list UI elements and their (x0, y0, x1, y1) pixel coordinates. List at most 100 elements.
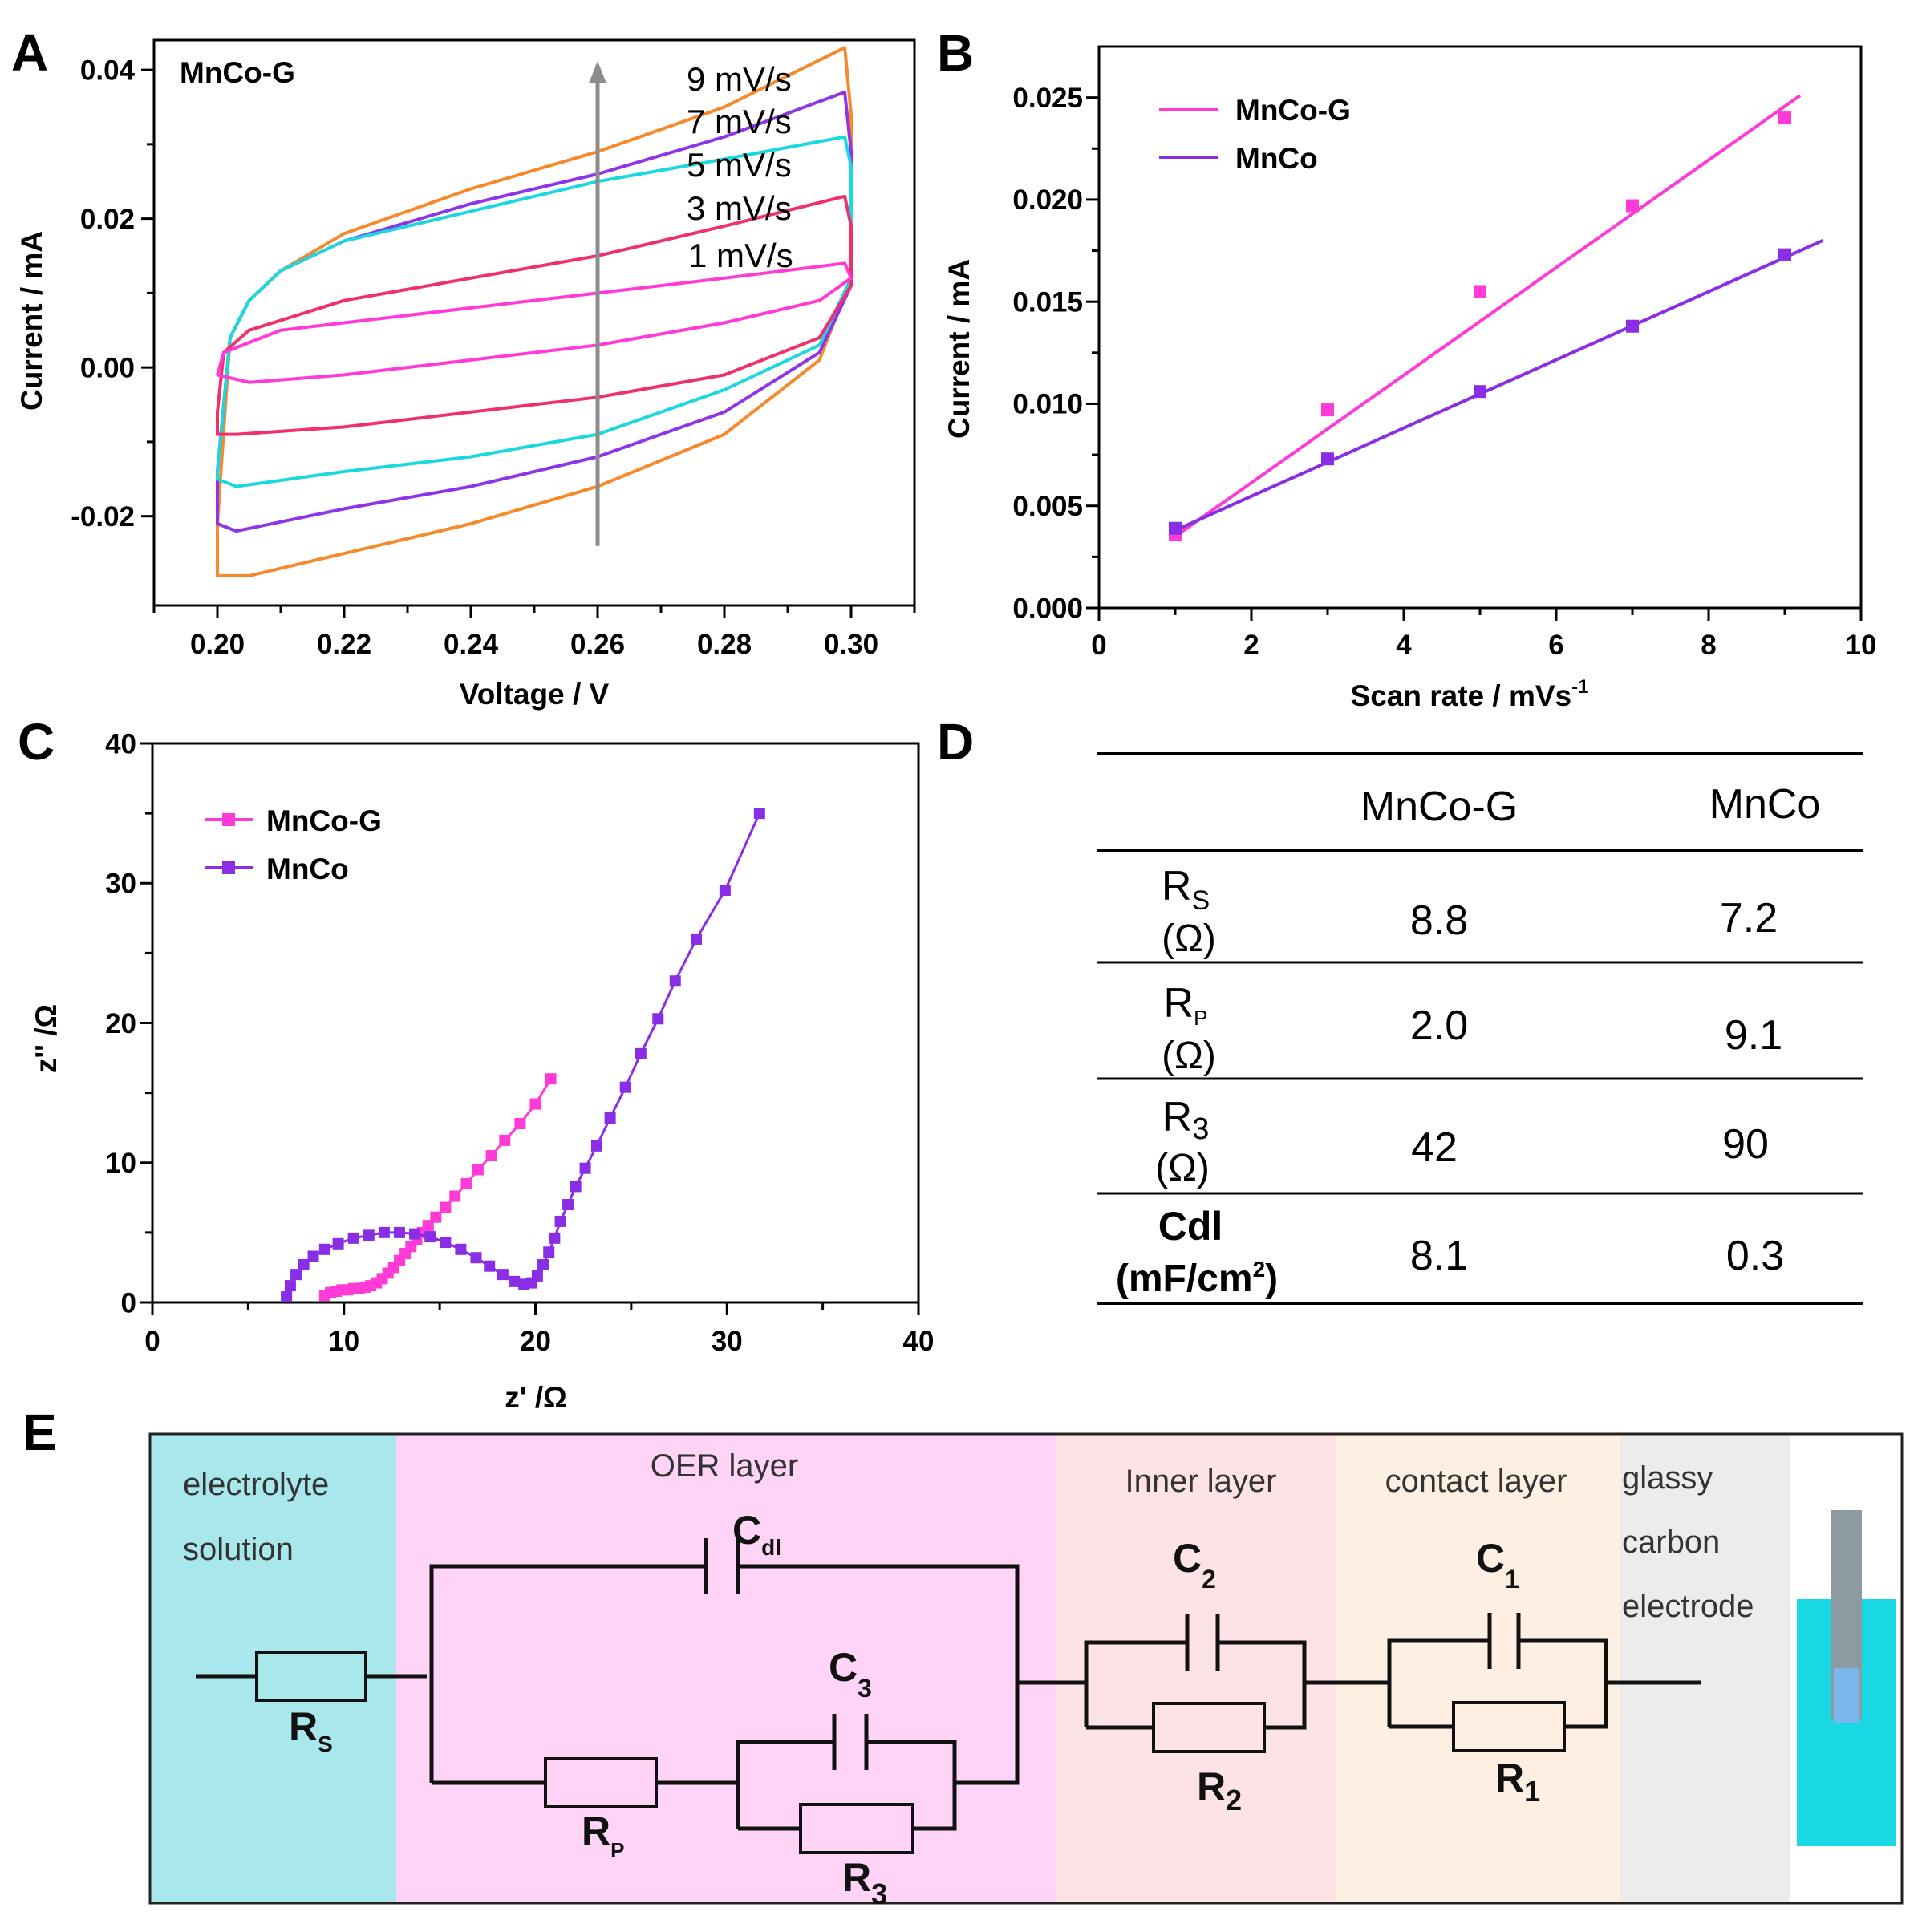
eis-point-1-35 (691, 933, 703, 945)
eis-point-1-18 (509, 1275, 521, 1287)
resistor-rs (255, 1651, 367, 1702)
x-tick-label: 0.20 (190, 629, 245, 660)
data-point-0-1 (1321, 403, 1334, 417)
scan-rate-labels: 9 mV/s 7 mV/s 5 mV/s 3 mV/s 1 mV/s (687, 60, 793, 274)
eis-point-1-3 (298, 1258, 310, 1270)
wire (1084, 1640, 1187, 1727)
eis-point-1-9 (378, 1226, 390, 1238)
region-label-glassy-2: carbon (1622, 1525, 1720, 1560)
wire (866, 1740, 957, 1831)
x-tick-label: 8 (1701, 630, 1716, 661)
legend-label-mnco: MnCo (266, 853, 349, 885)
rate-label-3: 3 mV/s (687, 189, 792, 227)
data-point-0-3 (1626, 199, 1639, 213)
eis-point-1-1 (284, 1280, 296, 1292)
eis-data (281, 808, 765, 1303)
panel-label-a: A (11, 24, 48, 82)
eis-chart: 0 10 20 30 40 0 10 20 30 40 MnCo-G MnCo z' /Ω z''… (30, 728, 934, 1414)
x-tick-label: 0.22 (317, 629, 371, 660)
cv-x-axis-label: Voltage / V (460, 678, 610, 711)
fit-line-1 (1174, 238, 1824, 533)
x-tick-label: 20 (520, 1326, 551, 1357)
rate-label-1: 1 mV/s (688, 237, 793, 274)
eis-x-axis-label: z' /Ω (505, 1381, 567, 1414)
cdl-legend: MnCo-G MnCo (1159, 94, 1351, 175)
cdl-data (1169, 94, 1824, 541)
eis-line-0 (324, 1078, 552, 1297)
eis-point-1-23 (543, 1246, 555, 1258)
eis-point-1-32 (635, 1047, 647, 1059)
eis-point-1-21 (531, 1270, 543, 1282)
eis-point-1-30 (604, 1112, 616, 1124)
x-tick-label: 4 (1396, 630, 1412, 661)
table-cell-rs-mnco: 7.2 (1720, 895, 1778, 942)
eis-point-1-6 (332, 1237, 344, 1250)
x-tick-label: 2 (1243, 630, 1259, 661)
y-tick-label: 0 (121, 1287, 136, 1318)
data-point-1-0 (1169, 521, 1182, 535)
legend-marker-mnco-g (222, 813, 235, 826)
table-param-rp: RP (1164, 980, 1208, 1030)
eis-point-1-5 (318, 1243, 330, 1255)
eis-point-1-14 (455, 1243, 467, 1255)
eis-point-1-2 (290, 1269, 302, 1281)
electrode-tip (1834, 1668, 1859, 1723)
region-label-inner: Inner layer (1125, 1464, 1277, 1499)
x-tick-label: 10 (328, 1326, 359, 1357)
table-cell-rp-mnco-g: 2.0 (1410, 1002, 1468, 1049)
resistor-r3 (799, 1803, 914, 1854)
panel-label-c: C (18, 713, 55, 771)
eis-point-0-21 (449, 1190, 461, 1202)
label-cdl: Cdl (732, 1508, 781, 1560)
eis-point-0-24 (485, 1150, 497, 1162)
table-cell-cdl-mnco-g: 8.1 (1410, 1233, 1468, 1279)
y-tick-label: 0.025 (1012, 83, 1083, 114)
eis-point-1-17 (497, 1269, 509, 1281)
eis-axis-ticks: 0 10 20 30 40 0 10 20 30 40 (105, 728, 934, 1357)
y-tick-label: 0.020 (1012, 184, 1083, 216)
cdl-axis-ticks: 0 2 4 6 8 10 0.000 0.005 0.010 0.015 0.020 0.025 (1012, 83, 1876, 661)
region-inner-layer (1056, 1434, 1336, 1903)
cv-chart: 0.20 0.22 0.24 0.26 0.28 0.30 -0.02 0.00 0.02 0.0… (15, 38, 916, 711)
cv-curve-3 (216, 194, 853, 436)
label-c3: C3 (829, 1645, 872, 1703)
x-tick-label: 30 (712, 1326, 743, 1357)
resistor-rp (544, 1757, 658, 1808)
x-tick-label: 0.24 (444, 629, 499, 660)
eis-point-1-25 (554, 1215, 566, 1227)
eis-point-1-31 (619, 1081, 631, 1093)
cdl-y-axis-label: Current / mA (943, 259, 975, 439)
eis-point-1-13 (440, 1237, 452, 1249)
table-cell-rp-mnco: 9.1 (1725, 1012, 1782, 1059)
region-electrolyte (150, 1434, 396, 1903)
eis-point-1-27 (570, 1181, 582, 1193)
eis-point-1-15 (470, 1252, 482, 1264)
eis-line-1 (285, 812, 761, 1298)
equivalent-circuit: electrolyte solution OER layer Inner lay… (148, 1432, 1904, 1910)
region-label-electrolyte-1: electrolyte (183, 1467, 329, 1502)
cv-y-axis-label: Current / mA (15, 231, 48, 411)
resistor-r1 (1452, 1701, 1566, 1752)
x-tick-label: 6 (1548, 630, 1563, 661)
capacitor-plates (704, 1538, 1521, 1770)
eis-point-1-36 (719, 884, 731, 896)
x-tick-label: 0.26 (570, 629, 625, 660)
eis-point-0-23 (472, 1164, 484, 1176)
y-tick-label: 0.00 (80, 352, 135, 383)
table-unit-rp: (Ω) (1162, 1035, 1216, 1077)
panel-label-d: D (937, 713, 974, 771)
wire (1218, 1640, 1307, 1730)
eis-y-axis-label: z'' /Ω (30, 1004, 63, 1073)
y-tick-label: 0.005 (1012, 491, 1083, 522)
rate-label-9: 9 mV/s (687, 60, 792, 98)
label-r1: R1 (1495, 1756, 1540, 1808)
table-cell-rs-mnco-g: 8.8 (1410, 897, 1468, 944)
cv-sample-label: MnCo-G (180, 56, 295, 89)
rate-label-7: 7 mV/s (687, 103, 792, 140)
eis-point-1-8 (363, 1229, 375, 1241)
legend-label-mnco-g: MnCo-G (1235, 94, 1351, 127)
cv-curve-4 (216, 261, 853, 384)
label-rs: RS (289, 1704, 333, 1756)
x-tick-label: 0 (144, 1326, 160, 1357)
legend-marker-mnco (222, 861, 235, 874)
